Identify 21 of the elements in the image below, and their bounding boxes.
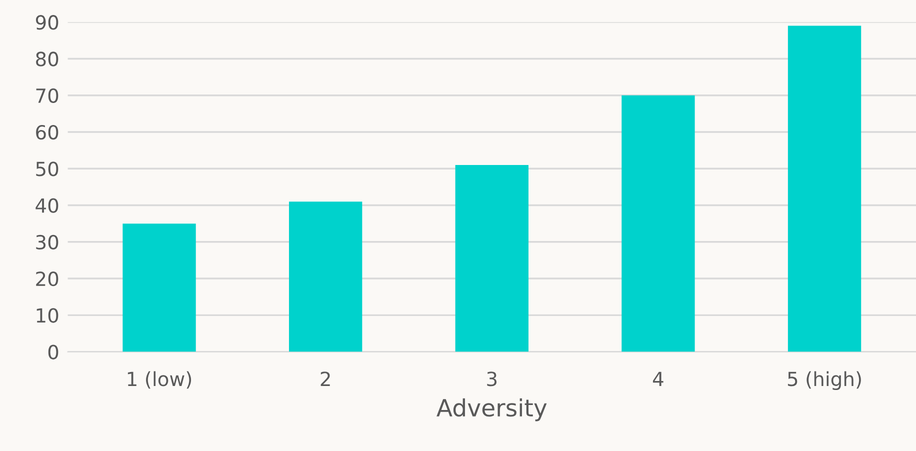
y-tick-label: 90 — [36, 15, 58, 30]
y-tick-label: 0 — [48, 344, 58, 360]
bar — [122, 224, 196, 352]
x-axis-title: Adversity — [436, 398, 547, 422]
x-tick-label: 4 — [652, 372, 664, 386]
y-tick-label: 40 — [36, 198, 58, 213]
bar — [288, 202, 362, 352]
y-tick-label: 60 — [36, 124, 58, 140]
bar — [622, 95, 695, 352]
y-tick-label: 50 — [36, 162, 58, 176]
y-tick-label: 10 — [36, 308, 58, 323]
y-tick-label: 70 — [36, 88, 58, 104]
x-tick-label: 3 — [487, 372, 497, 386]
x-tick-label: 2 — [320, 372, 330, 386]
bar — [788, 26, 862, 352]
x-tick-label: 1 (low) — [128, 371, 192, 389]
y-tick-label: 30 — [36, 234, 58, 250]
y-tick-label: 20 — [36, 271, 58, 286]
bar — [455, 164, 528, 352]
x-tick-label: 5 (high) — [788, 371, 861, 390]
y-tick-label: 80 — [36, 52, 58, 66]
